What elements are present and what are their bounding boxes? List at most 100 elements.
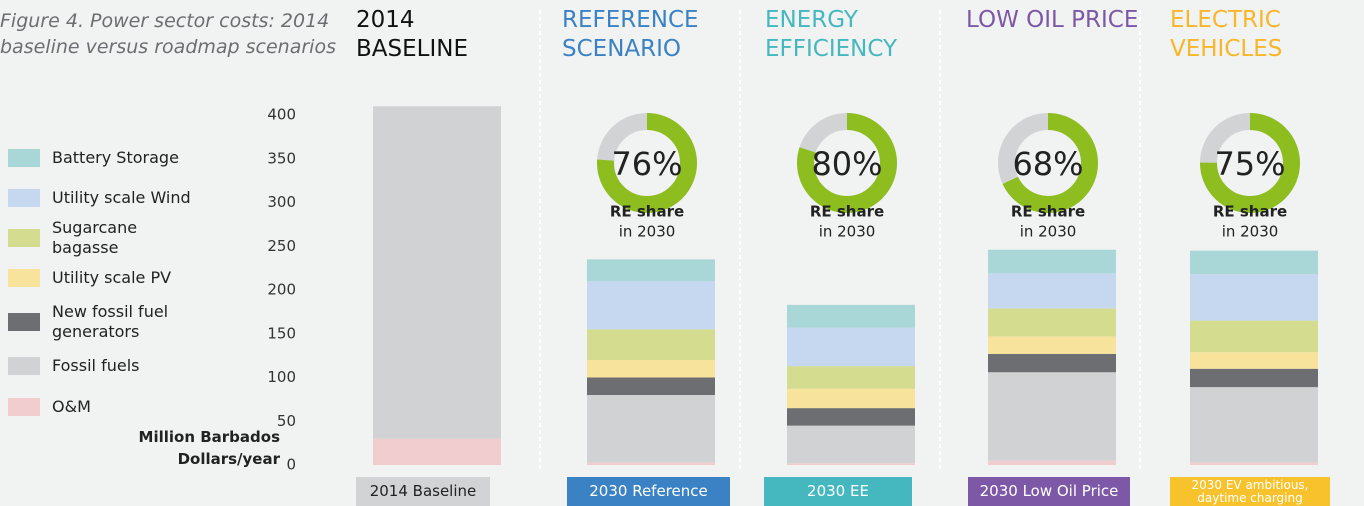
legend-swatch: [8, 357, 40, 375]
legend-label-box: Utility scale PV: [52, 268, 172, 287]
column-header-box: ELECTRIC VEHICLES: [1170, 7, 1283, 62]
bar-segment: [1190, 274, 1318, 321]
donut-arc: [1200, 113, 1300, 213]
legend-swatch: [8, 313, 40, 331]
bar-segment: [988, 249, 1116, 274]
legend-swatch: [8, 269, 40, 287]
y-tick-label: 0: [286, 456, 296, 474]
donut-value-label: 80%: [811, 145, 882, 183]
donut-caption-year: in 2030: [1222, 223, 1279, 241]
legend-swatch: [8, 398, 40, 416]
bar-segment: [1190, 387, 1318, 463]
donut-arc: [998, 113, 1098, 213]
y-tick-label: 50: [277, 412, 296, 430]
category-box: [764, 477, 912, 506]
bar-segment: [587, 329, 715, 360]
bar-segment: [587, 462, 715, 465]
x-tick-label: 2030 EE: [807, 482, 869, 500]
chart-title: Figure 4. Power sector costs: 2014 basel…: [0, 10, 336, 58]
legend-label: New fossil fuel generators: [52, 302, 169, 341]
legend-label-box: Sugarcane bagasse: [52, 218, 138, 257]
column-header: ELECTRIC VEHICLES: [1170, 7, 1283, 62]
title-box: Figure 4. Power sector costs: 2014 basel…: [0, 10, 336, 58]
y-tick-label: 250: [267, 237, 296, 255]
donut-caption-year: in 2030: [819, 223, 876, 241]
legend-label: O&M: [52, 397, 91, 416]
category-box: [1170, 477, 1330, 506]
donut-caption: RE share: [610, 203, 684, 221]
bar-segment: [1190, 250, 1318, 275]
y-tick-label: 100: [267, 368, 296, 386]
legend-label: Battery Storage: [52, 148, 179, 167]
column-header: ENERGY EFFICIENCY: [765, 7, 898, 62]
bar-segment: [587, 395, 715, 463]
bar-segment: [1190, 320, 1318, 353]
bar-segment: [988, 372, 1116, 461]
x-tick-label-box: 2030 Reference: [589, 482, 708, 500]
x-tick-label: 2030 EV ambitious, daytime charging: [1191, 478, 1309, 505]
y-tick-label: 400: [267, 106, 296, 124]
column-header: LOW OIL PRICE: [966, 7, 1139, 33]
category-box: [567, 477, 730, 506]
donut-arc: [797, 113, 897, 213]
legend-swatch: [8, 229, 40, 247]
donut-arc: [597, 113, 697, 213]
bar-segment: [988, 353, 1116, 373]
bar-segment: [988, 308, 1116, 337]
donut-caption: RE share: [1213, 203, 1287, 221]
column-header-box: ENERGY EFFICIENCY: [765, 7, 898, 62]
bar-segment: [787, 408, 915, 426]
legend-label-box: Battery Storage: [52, 148, 179, 167]
bar-segment: [1190, 462, 1318, 465]
column-header: 2014 BASELINE: [356, 7, 468, 62]
bar-segment: [587, 259, 715, 282]
donut-value-label: 68%: [1012, 145, 1083, 183]
legend-label-box: O&M: [52, 397, 91, 416]
legend-label: Sugarcane bagasse: [52, 218, 138, 257]
legend-swatch: [8, 149, 40, 167]
bar-segment: [787, 366, 915, 389]
legend-swatch: [8, 189, 40, 207]
donut-caption: RE share: [1011, 203, 1085, 221]
category-box: [968, 477, 1130, 506]
y-tick-label: 350: [267, 149, 296, 167]
x-tick-label-box: 2014 Baseline: [370, 482, 477, 500]
legend-label: Utility scale PV: [52, 268, 172, 287]
column-header-box: LOW OIL PRICE: [966, 7, 1139, 33]
column-header: REFERENCE SCENARIO: [562, 7, 699, 62]
legend-label: Utility scale Wind: [52, 188, 191, 207]
bar-segment: [787, 388, 915, 409]
donut-value-label: 75%: [1214, 145, 1285, 183]
bar-segment: [587, 377, 715, 395]
bar-segment: [787, 304, 915, 328]
y-label-box: Million Barbados Dollars/year: [138, 428, 280, 468]
donut-caption: RE share: [810, 203, 884, 221]
column-header-box: 2014 BASELINE: [356, 7, 468, 62]
y-axis-label: Million Barbados Dollars/year: [138, 428, 280, 468]
bar-segment: [787, 327, 915, 367]
bar-segment: [587, 281, 715, 330]
bar-segment: [787, 463, 915, 465]
y-tick-label: 200: [267, 281, 296, 299]
donut-caption-year: in 2030: [619, 223, 676, 241]
legend-label-box: New fossil fuel generators: [52, 302, 169, 341]
bar-segment: [988, 273, 1116, 309]
category-box: [356, 477, 490, 506]
x-tick-label: 2030 Low Oil Price: [979, 482, 1119, 500]
bar-segment: [373, 106, 501, 439]
x-tick-label: 2030 Reference: [589, 482, 708, 500]
legend-label-box: Utility scale Wind: [52, 188, 191, 207]
column-header-box: REFERENCE SCENARIO: [562, 7, 699, 62]
y-tick-label: 300: [267, 193, 296, 211]
bar-segment: [988, 336, 1116, 354]
bar-segment: [1190, 352, 1318, 369]
bar-segment: [373, 438, 501, 465]
legend-label-box: Fossil fuels: [52, 356, 140, 375]
x-tick-label-box: 2030 EV ambitious, daytime charging: [1191, 478, 1309, 505]
bar-segment: [787, 425, 915, 464]
legend-label: Fossil fuels: [52, 356, 140, 375]
donut-caption-year: in 2030: [1020, 223, 1077, 241]
bar-segment: [988, 460, 1116, 465]
donut-value-label: 76%: [611, 145, 682, 183]
